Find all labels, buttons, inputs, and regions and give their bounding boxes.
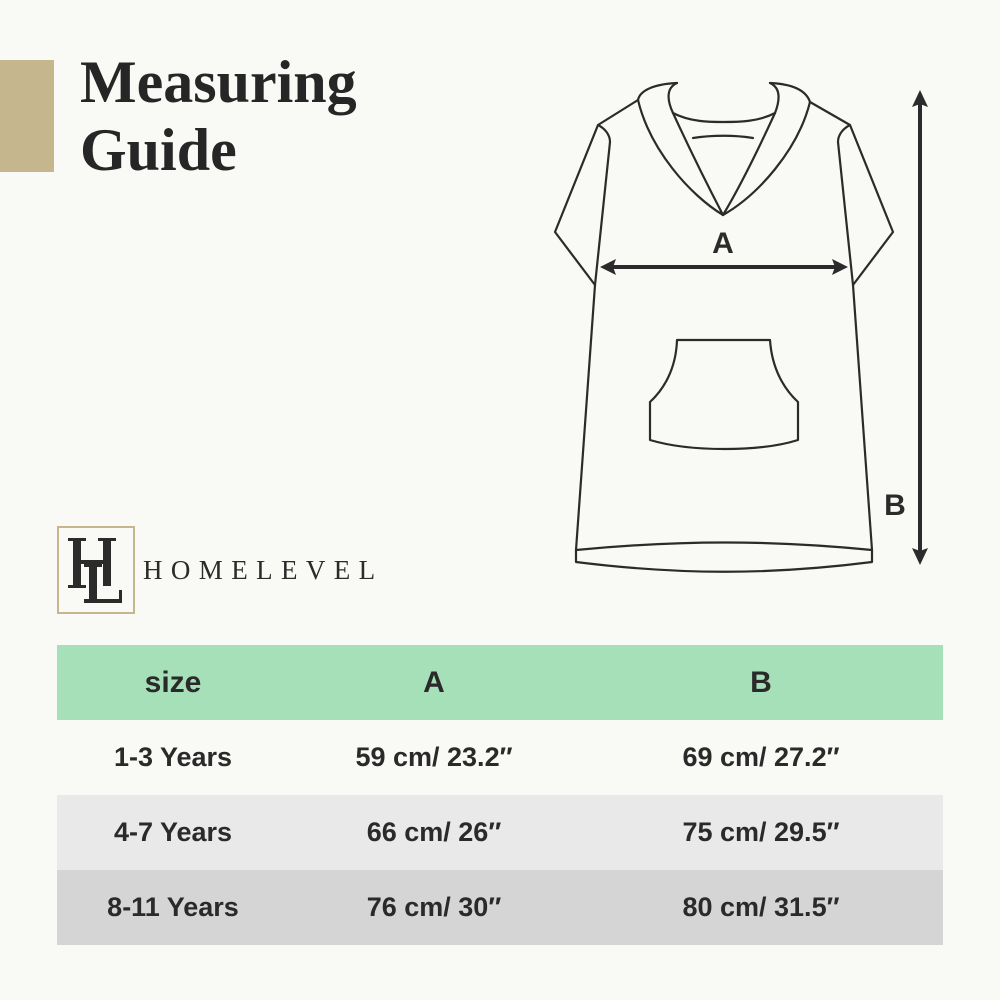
monogram-h-serif xyxy=(98,538,116,541)
cell-size: 1-3 Years xyxy=(113,742,233,772)
cell-size: 4-7 Years xyxy=(113,817,233,847)
header-size: size xyxy=(144,665,202,699)
header-b: B xyxy=(750,665,772,699)
monogram-h-right-stem xyxy=(103,540,111,586)
neck-seam xyxy=(691,134,755,140)
arrow-a-left-head xyxy=(600,259,616,275)
cell-a: 59 cm/ 23.2″ xyxy=(355,742,513,772)
hem-seam xyxy=(574,541,874,552)
monogram-h-serif xyxy=(68,585,86,588)
cell-b: 80 cm/ 31.5″ xyxy=(682,892,840,922)
table-header: size A B xyxy=(57,645,943,720)
title-line-2: Guide xyxy=(80,117,237,183)
arrow-b-bottom-head xyxy=(912,548,928,565)
brand-name: HOMELEVEL xyxy=(143,555,384,585)
cell-a: 76 cm/ 30″ xyxy=(366,892,502,922)
table-row: 4-7 Years 66 cm/ 26″ 75 cm/ 29.5″ xyxy=(57,795,943,870)
monogram-l-foot xyxy=(84,599,122,603)
hoodie-diagram: A B xyxy=(553,81,928,573)
label-b: B xyxy=(884,489,906,522)
monogram-h-crossbar xyxy=(81,560,103,564)
monogram-l-serif xyxy=(84,564,102,567)
arrow-b-top-head xyxy=(912,90,928,107)
cell-size: 8-11 Years xyxy=(107,892,239,922)
page-title: Measuring Guide xyxy=(80,48,357,184)
neckline xyxy=(671,111,777,124)
monogram-logo xyxy=(68,538,122,603)
cell-b: 69 cm/ 27.2″ xyxy=(682,742,840,772)
label-a: A xyxy=(712,227,734,260)
monogram-l-stem xyxy=(89,566,97,602)
right-sleeve xyxy=(808,100,895,287)
left-sleeve xyxy=(553,98,640,287)
size-table: size A B 1-3 Years 59 cm/ 23.2″ 69 cm/ 2… xyxy=(57,645,943,945)
pocket xyxy=(648,338,800,451)
monogram-h-left-stem xyxy=(73,540,81,586)
table-row: 8-11 Years 76 cm/ 30″ 80 cm/ 31.5″ xyxy=(57,870,943,945)
header-a: A xyxy=(423,665,445,699)
arrow-a-right-head xyxy=(832,259,848,275)
cell-b: 75 cm/ 29.5″ xyxy=(682,817,840,847)
cell-a: 66 cm/ 26″ xyxy=(366,817,502,847)
hood-outline xyxy=(636,81,812,104)
monogram-l-foot-serif xyxy=(119,590,122,602)
left-lapel xyxy=(636,81,725,217)
monogram-h-serif xyxy=(68,538,86,541)
title-line-1: Measuring xyxy=(80,49,357,115)
right-lapel xyxy=(721,81,812,217)
brand-logo xyxy=(57,526,135,614)
table-row: 1-3 Years 59 cm/ 23.2″ 69 cm/ 27.2″ xyxy=(57,720,943,795)
accent-bar xyxy=(0,60,54,172)
body-outline xyxy=(574,283,874,573)
